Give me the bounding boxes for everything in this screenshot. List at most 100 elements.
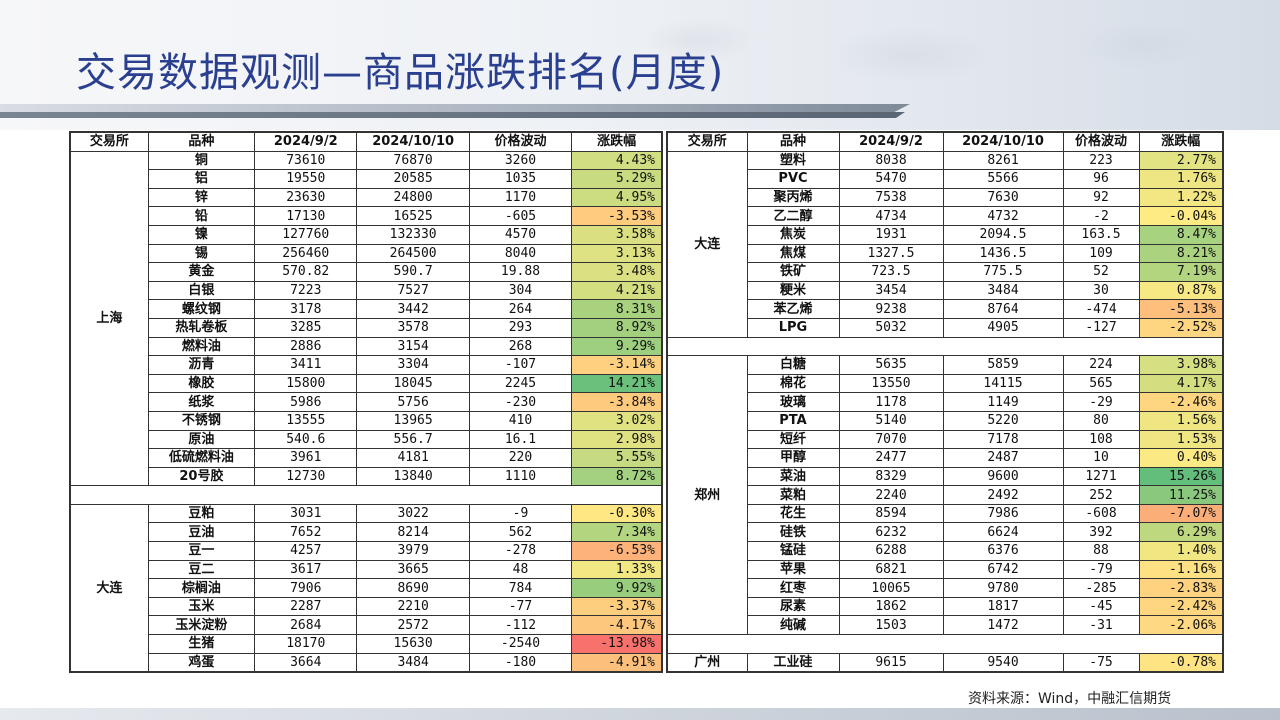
separator-cell	[666, 634, 1224, 654]
price-change-cell: 48	[468, 559, 573, 580]
pct-change-cell: 1.76%	[1138, 169, 1224, 189]
table-row: 白银 7223 7527 304 4.21%	[70, 280, 663, 301]
table-row: 豆油 7652 8214 562 7.34%	[70, 522, 663, 543]
header-exchange: 交易所	[666, 131, 748, 152]
price-change-cell: 92	[1062, 187, 1140, 208]
table-row: 锰硅 6288 6376 88 1.40%	[667, 541, 1224, 561]
end-price-cell: 6376	[942, 541, 1064, 561]
variety-cell: 玉米	[147, 596, 256, 617]
pct-change-cell: -2.06%	[1138, 615, 1224, 636]
table-row: 焦煤 1327.5 1436.5 109 8.21%	[667, 243, 1224, 264]
variety-cell: 豆粕	[147, 503, 256, 524]
start-price-cell: 2240	[838, 485, 944, 505]
table-row: 橡胶 15800 18045 2245 14.21%	[70, 373, 663, 394]
end-price-cell: 13965	[356, 410, 470, 431]
start-price-cell: 17130	[254, 206, 358, 226]
start-price-cell: 3411	[254, 355, 358, 375]
variety-cell: 豆一	[147, 541, 256, 561]
end-price-cell: 3304	[356, 355, 470, 375]
price-change-cell: 264	[468, 299, 573, 319]
price-change-cell: 268	[468, 336, 573, 357]
pct-change-cell: -5.13%	[1138, 299, 1224, 319]
variety-cell: 纸浆	[147, 392, 256, 412]
end-price-cell: 3022	[356, 503, 470, 524]
pct-change-cell: 1.53%	[1138, 429, 1224, 450]
separator-cell	[69, 485, 663, 505]
table-row: 燃料油 2886 3154 268 9.29%	[70, 336, 663, 357]
price-change-cell: 52	[1062, 262, 1140, 282]
exchange-cell: 广州	[666, 652, 748, 673]
variety-cell: 菜粕	[746, 485, 840, 505]
table-row: 菜粕 2240 2492 252 11.25%	[667, 485, 1224, 505]
table-row: 郑州 白糖 5635 5859 224 3.98%	[666, 355, 1224, 636]
pct-change-cell: 15.26%	[1138, 466, 1224, 487]
price-change-cell: -605	[468, 206, 573, 226]
header-divider-shadow	[0, 112, 905, 118]
start-price-cell: 3961	[254, 448, 358, 468]
start-price-cell: 6288	[838, 541, 944, 561]
price-change-cell: 3260	[468, 150, 573, 171]
price-change-cell: 16.1	[468, 429, 573, 450]
variety-cell: 铁矿	[746, 262, 840, 282]
start-price-cell: 1327.5	[838, 243, 944, 264]
header-price-change: 价格波动	[1062, 131, 1140, 152]
group-separator-row	[69, 485, 663, 505]
table-row: 上海铜 73610 76870 3260 4.43%	[69, 150, 663, 487]
table-row: 大连 豆粕 3031 3022 -9 -0.30%	[69, 503, 663, 673]
price-change-cell: 252	[1062, 485, 1140, 505]
start-price-cell: 7906	[254, 578, 358, 598]
pct-change-cell: 4.21%	[571, 280, 663, 301]
pct-change-cell: 4.17%	[1138, 373, 1224, 394]
variety-cell: 短纤	[746, 429, 840, 450]
variety-cell: 红枣	[746, 578, 840, 598]
price-change-cell: -474	[1062, 299, 1140, 319]
variety-cell: 苹果	[746, 559, 840, 580]
table-row: PTA 5140 5220 80 1.56%	[667, 410, 1224, 431]
pct-change-cell: -0.78%	[1138, 652, 1224, 673]
variety-cell: 鸡蛋	[147, 652, 256, 673]
start-price-cell: 7070	[838, 429, 944, 450]
start-price-cell: 3178	[254, 299, 358, 319]
price-change-cell: 1035	[468, 169, 573, 189]
end-price-cell: 5859	[942, 355, 1064, 375]
end-price-cell: 3979	[356, 541, 470, 561]
end-price-cell: 1436.5	[942, 243, 1064, 264]
price-change-cell: -608	[1062, 503, 1140, 524]
start-price-cell: 19550	[254, 169, 358, 189]
variety-cell: PTA	[746, 410, 840, 431]
table-row: 苯乙烯 9238 8764 -474 -5.13%	[667, 299, 1224, 319]
price-change-cell: 2245	[468, 373, 573, 394]
variety-cell: 尿素	[746, 596, 840, 617]
end-price-cell: 9540	[942, 652, 1064, 673]
variety-cell: 燃料油	[147, 336, 256, 357]
pct-change-cell: 14.21%	[571, 373, 663, 394]
start-price-cell: 3664	[254, 652, 358, 673]
variety-cell: 焦炭	[746, 224, 840, 245]
pct-change-cell: -2.52%	[1138, 317, 1224, 338]
end-price-cell: 3484	[356, 652, 470, 673]
price-change-cell: -45	[1062, 596, 1140, 617]
end-price-cell: 4905	[942, 317, 1064, 338]
end-price-cell: 2487	[942, 448, 1064, 468]
table-row: 玉米 2287 2210 -77 -3.37%	[70, 596, 663, 617]
price-change-cell: -107	[468, 355, 573, 375]
price-change-cell: -31	[1062, 615, 1140, 636]
pct-change-cell: 4.95%	[571, 187, 663, 208]
start-price-cell: 3617	[254, 559, 358, 580]
table-row: 低硫燃料油 3961 4181 220 5.55%	[70, 448, 663, 468]
table-row: 原油 540.6 556.7 16.1 2.98%	[70, 429, 663, 450]
variety-cell: 热轧卷板	[147, 317, 256, 338]
end-price-cell: 9600	[942, 466, 1064, 487]
price-change-cell: 30	[1062, 280, 1140, 301]
variety-cell: 原油	[147, 429, 256, 450]
header-variety: 品种	[147, 131, 256, 152]
left-ranking-table: 交易所 品种 2024/9/2 2024/10/10 价格波动 涨跌幅 上海铜 7…	[69, 131, 663, 674]
end-price-cell: 5220	[942, 410, 1064, 431]
pct-change-cell: 8.72%	[571, 466, 663, 487]
variety-cell: PVC	[746, 169, 840, 189]
end-price-cell: 16525	[356, 206, 470, 226]
variety-cell: 锡	[147, 243, 256, 264]
start-price-cell: 3285	[254, 317, 358, 338]
price-change-cell: 223	[1062, 150, 1140, 171]
price-change-cell: -180	[468, 652, 573, 673]
